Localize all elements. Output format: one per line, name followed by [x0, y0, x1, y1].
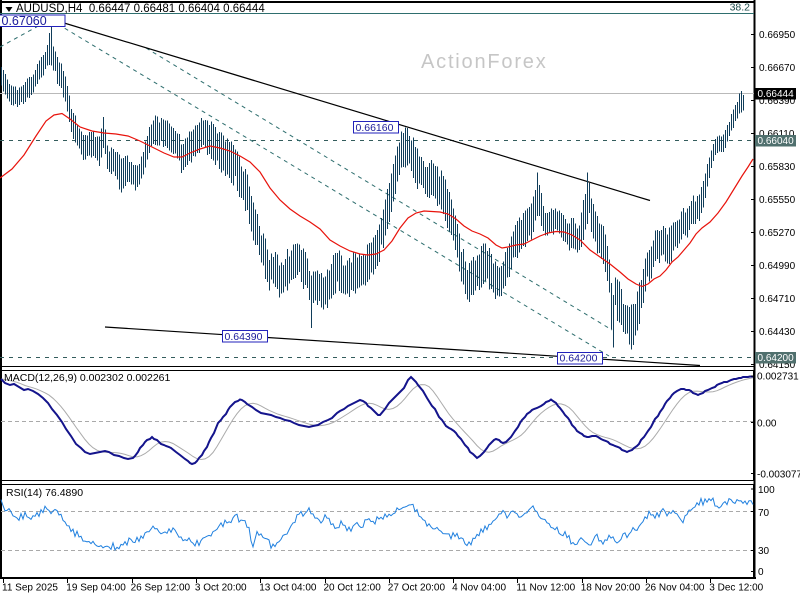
svg-text:ActionForex: ActionForex: [421, 51, 548, 73]
svg-text:0.002731: 0.002731: [757, 372, 799, 383]
svg-text:AUDUSD,H4 0.66447 0.66481 0.6: AUDUSD,H4 0.66447 0.66481 0.66404 0.6644…: [16, 3, 265, 15]
svg-text:26 Nov 04:00: 26 Nov 04:00: [645, 583, 705, 594]
svg-text:0.66950: 0.66950: [759, 30, 796, 41]
svg-text:3 Dec 12:00: 3 Dec 12:00: [709, 583, 763, 594]
svg-text:19 Sep 04:00: 19 Sep 04:00: [66, 583, 126, 594]
svg-text:0.66160: 0.66160: [356, 122, 394, 134]
svg-text:RSI(14) 76.4890: RSI(14) 76.4890: [6, 487, 83, 499]
svg-text:0.64200: 0.64200: [758, 353, 795, 364]
svg-text:0.64200: 0.64200: [560, 353, 598, 365]
svg-text:0.66390: 0.66390: [759, 96, 796, 107]
svg-text:-0.003077: -0.003077: [757, 470, 800, 481]
svg-text:11 Nov 12:00: 11 Nov 12:00: [516, 583, 575, 594]
svg-text:0.65550: 0.65550: [759, 195, 796, 206]
svg-text:27 Oct 20:00: 27 Oct 20:00: [388, 583, 446, 594]
svg-text:30: 30: [758, 546, 770, 557]
svg-text:18 Nov 20:00: 18 Nov 20:00: [581, 583, 641, 594]
svg-text:0.00: 0.00: [757, 419, 777, 430]
svg-text:20 Oct 12:00: 20 Oct 12:00: [324, 583, 382, 594]
svg-text:0.66110: 0.66110: [759, 129, 795, 140]
svg-text:0.64990: 0.64990: [759, 261, 796, 272]
svg-text:0.66670: 0.66670: [759, 63, 796, 74]
svg-text:0.64430: 0.64430: [759, 327, 796, 338]
svg-text:0.65270: 0.65270: [759, 228, 796, 239]
svg-text:0.66040: 0.66040: [758, 136, 795, 147]
svg-text:100: 100: [758, 485, 775, 496]
svg-text:0.66444: 0.66444: [758, 89, 795, 100]
svg-text:3 Oct 20:00: 3 Oct 20:00: [195, 583, 247, 594]
svg-text:0.65830: 0.65830: [759, 162, 796, 173]
svg-text:0.64710: 0.64710: [759, 294, 796, 305]
svg-text:13 Oct 04:00: 13 Oct 04:00: [259, 583, 317, 594]
svg-text:70: 70: [758, 508, 770, 519]
svg-text:38.2: 38.2: [730, 2, 751, 14]
svg-text:MACD(12,26,9) 0.002302 0.00226: MACD(12,26,9) 0.002302 0.002261: [4, 372, 171, 384]
svg-text:0.64390: 0.64390: [225, 331, 263, 343]
svg-text:11 Sep 2025: 11 Sep 2025: [2, 583, 58, 594]
svg-text:26 Sep 12:00: 26 Sep 12:00: [131, 583, 191, 594]
svg-text:0.64150: 0.64150: [759, 360, 796, 371]
svg-text:0: 0: [758, 567, 764, 578]
svg-text:4 Nov 04:00: 4 Nov 04:00: [452, 583, 506, 594]
svg-text:0.67060: 0.67060: [2, 14, 47, 28]
